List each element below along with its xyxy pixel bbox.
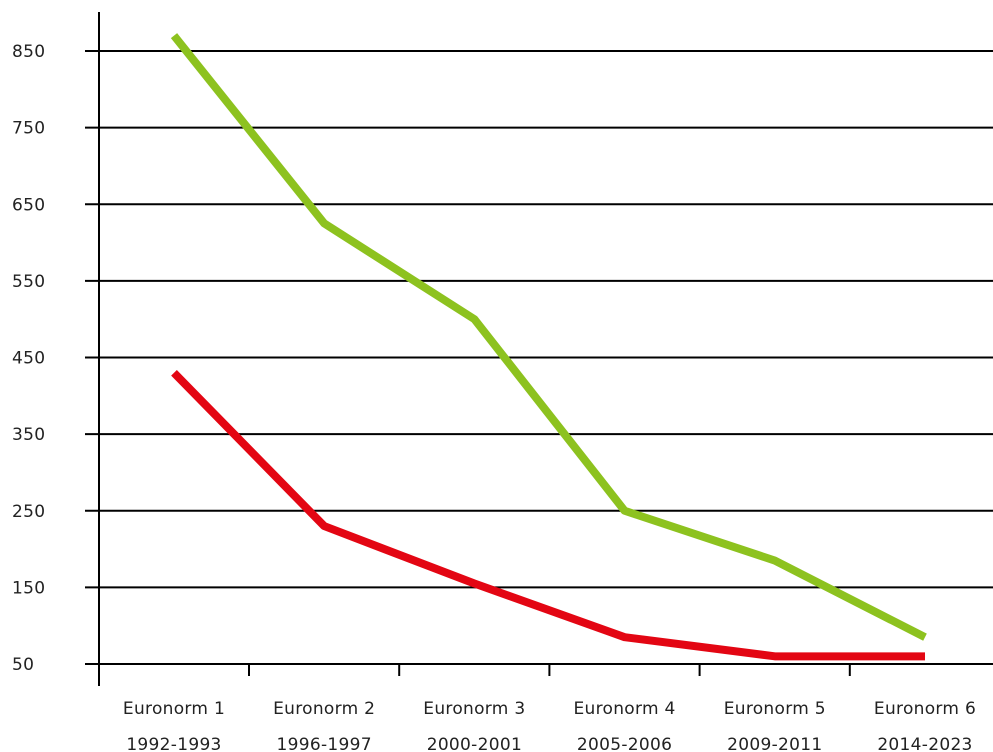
x-tick-labels: Euronorm 1 1992-1993 Euronorm 2 1996-1997 Eu… [123,699,976,752]
x-tick-label-norm: Euronorm 3 [423,699,525,719]
series-line-2 [171,370,925,661]
y-tick-label: 50 [12,655,34,675]
x-tick-label-years: 2009-2011 [727,735,822,752]
x-tick-label-norm: Euronorm 5 [724,699,826,719]
x-tick-label-norm: Euronorm 2 [273,699,375,719]
y-tick-label: 350 [12,425,45,445]
x-tick-label-years: 1992-1993 [126,735,221,752]
series-lines [170,33,927,661]
y-tick-label: 750 [12,119,45,139]
x-tick-label-years: 2014-2023 [877,735,972,752]
x-tick-label-years: 2005-2006 [577,735,672,752]
y-tick-label: 650 [12,195,45,215]
axes [98,12,851,686]
gridlines [85,50,993,665]
y-tick-label: 450 [12,349,45,369]
y-tick-labels: 50 150 250 350 450 550 650 750 850 [12,42,45,675]
y-tick-label: 850 [12,42,45,62]
y-tick-label: 150 [12,578,45,598]
x-tick-label-norm: Euronorm 4 [574,699,676,719]
y-tick-label: 250 [12,502,45,522]
x-tick-label-years: 1996-1997 [277,735,372,752]
x-tick-label-years: 2000-2001 [427,735,522,752]
y-tick-label: 550 [12,272,45,292]
x-tick-label-norm: Euronorm 1 [123,699,225,719]
series-line-1 [170,33,927,641]
x-tick-label-norm: Euronorm 6 [874,699,976,719]
